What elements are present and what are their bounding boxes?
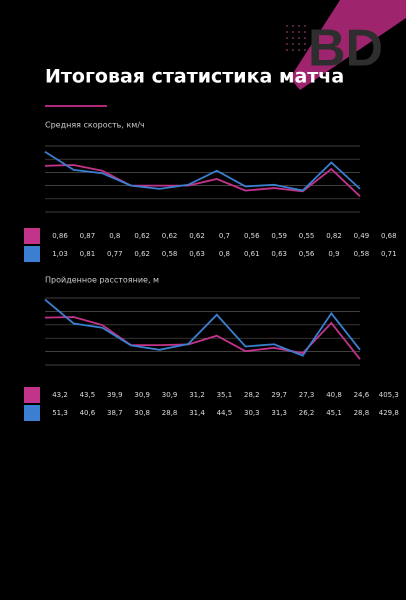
svg-text:BD: BD	[308, 20, 383, 78]
summary-label: 429,8	[379, 409, 399, 417]
logo: BD	[290, 0, 406, 90]
value-label: 30,8	[134, 409, 150, 417]
value-label: 28,8	[354, 409, 370, 417]
value-label: 0,8	[109, 232, 120, 240]
dot	[298, 37, 300, 39]
dot	[298, 25, 300, 27]
value-label: 24,6	[354, 391, 370, 399]
dot	[304, 25, 306, 27]
dot	[304, 37, 306, 39]
dot	[292, 25, 294, 27]
value-label: 0,7	[219, 232, 230, 240]
value-label: 1,03	[52, 250, 68, 258]
value-label: 30,9	[134, 391, 150, 399]
value-label: 27,3	[299, 391, 315, 399]
value-label: 51,3	[52, 409, 68, 417]
title-underline	[45, 105, 107, 107]
summary-label: 0,71	[381, 250, 397, 258]
legend-swatch	[24, 405, 40, 421]
dot	[292, 49, 294, 51]
value-label: 0,49	[354, 232, 370, 240]
dot-pattern	[286, 25, 306, 51]
value-label: 26,2	[299, 409, 315, 417]
dot	[298, 49, 300, 51]
value-label: 0,77	[107, 250, 123, 258]
value-label: 31,2	[189, 391, 205, 399]
value-label: 0,63	[189, 250, 205, 258]
value-label: 44,5	[217, 409, 233, 417]
value-label: 45,1	[326, 409, 342, 417]
value-label: 30,3	[244, 409, 260, 417]
value-label: 0,62	[162, 232, 178, 240]
series-line	[44, 151, 361, 192]
value-label: 38,7	[107, 409, 123, 417]
dot	[304, 49, 306, 51]
value-label: 0,63	[271, 250, 287, 258]
value-label: 0,81	[80, 250, 96, 258]
value-label: 0,8	[219, 250, 230, 258]
value-label: 28,8	[162, 409, 178, 417]
value-label: 39,9	[107, 391, 123, 399]
series-line	[44, 164, 361, 197]
summary-label: 0,68	[381, 232, 397, 240]
dot	[292, 31, 294, 33]
dot	[286, 43, 288, 45]
value-label: 40,8	[326, 391, 342, 399]
value-label: 28,2	[244, 391, 260, 399]
value-label: 0,62	[134, 250, 150, 258]
value-label: 30,9	[162, 391, 178, 399]
dot	[298, 43, 300, 45]
dot	[286, 31, 288, 33]
value-label: 0,55	[299, 232, 315, 240]
dot	[292, 37, 294, 39]
value-label: 0,61	[244, 250, 260, 258]
chart-label: Средняя скорость, км/ч	[45, 121, 145, 130]
value-label: 0,56	[244, 232, 260, 240]
legend-swatch	[24, 387, 40, 403]
chart-label: Пройденное расстояние, м	[45, 276, 159, 285]
value-label: 31,3	[271, 409, 287, 417]
value-label: 0,62	[134, 232, 150, 240]
value-label: 0,9	[328, 250, 339, 258]
value-label: 43,5	[80, 391, 96, 399]
dot	[286, 37, 288, 39]
legend-swatch	[24, 228, 40, 244]
value-label: 0,58	[162, 250, 178, 258]
dot	[304, 31, 306, 33]
dot	[292, 43, 294, 45]
value-label: 0,58	[354, 250, 370, 258]
value-label: 0,59	[271, 232, 287, 240]
value-label: 0,86	[52, 232, 68, 240]
value-label: 0,87	[80, 232, 96, 240]
legend-swatch	[24, 246, 40, 262]
value-label: 35,1	[217, 391, 233, 399]
title: Итоговая статистика матча	[45, 66, 344, 88]
value-label: 43,2	[52, 391, 68, 399]
series-line	[44, 298, 361, 357]
value-label: 0,62	[189, 232, 205, 240]
summary-label: 405,3	[379, 391, 399, 399]
dot	[304, 43, 306, 45]
value-label: 29,7	[271, 391, 287, 399]
dot	[286, 49, 288, 51]
value-label: 31,4	[189, 409, 205, 417]
dot	[286, 25, 288, 27]
value-label: 0,56	[299, 250, 315, 258]
dot	[298, 31, 300, 33]
value-label: 40,6	[80, 409, 96, 417]
value-label: 0,82	[326, 232, 342, 240]
